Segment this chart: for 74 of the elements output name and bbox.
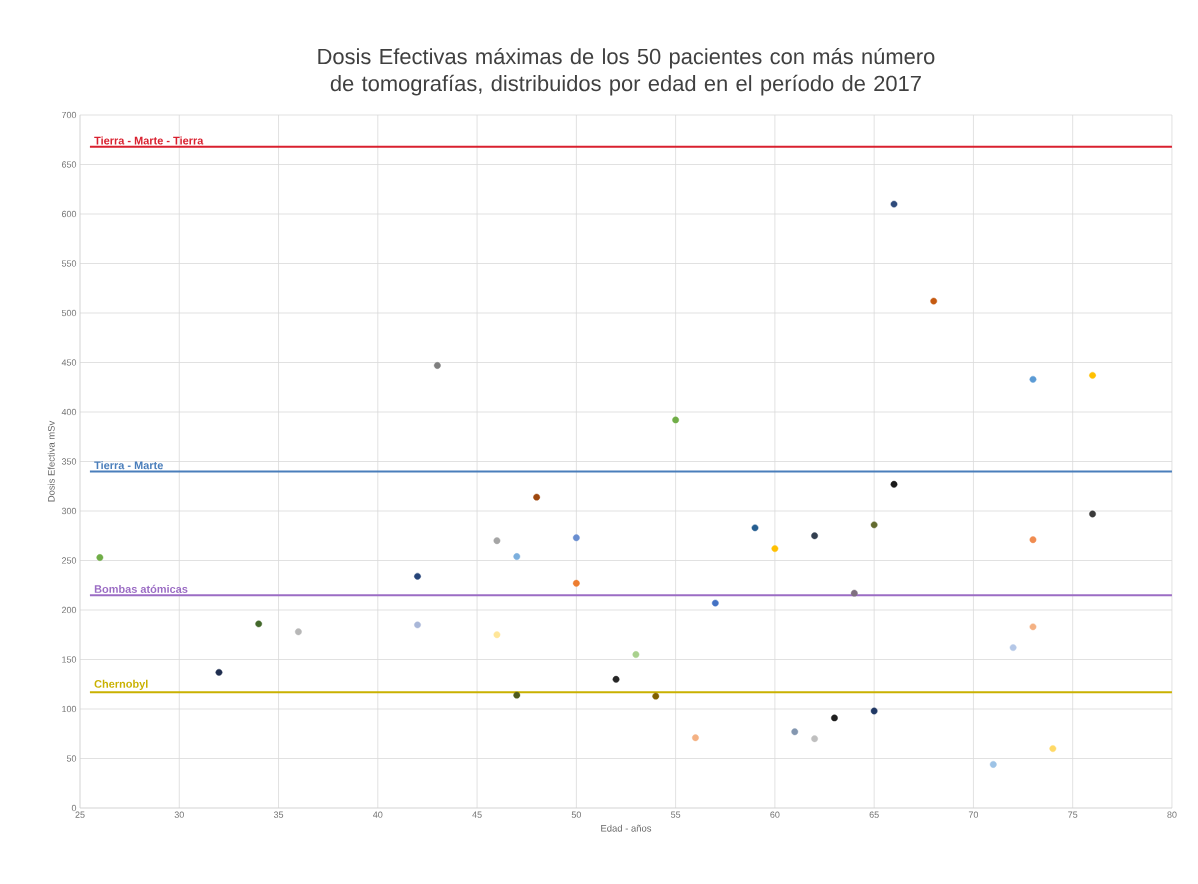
x-tick-label: 40 bbox=[373, 811, 383, 818]
point bbox=[433, 362, 441, 369]
y-tick-label: 50 bbox=[66, 755, 77, 762]
point bbox=[572, 534, 580, 542]
point bbox=[711, 599, 719, 607]
x-tick-label: 75 bbox=[1068, 811, 1078, 818]
y-tick-label: 450 bbox=[61, 359, 77, 366]
x-tick-label: 55 bbox=[670, 811, 681, 818]
point bbox=[672, 416, 679, 424]
x-axis-title: Edad - años bbox=[601, 824, 652, 832]
y-tick-label: 300 bbox=[61, 507, 77, 515]
x-tick-label: 45 bbox=[472, 811, 482, 818]
point bbox=[811, 735, 818, 743]
point bbox=[870, 707, 878, 715]
x-tick-label: 35 bbox=[273, 811, 284, 818]
x-tick-label: 80 bbox=[1167, 811, 1177, 818]
point bbox=[414, 621, 421, 629]
point bbox=[295, 628, 302, 636]
point bbox=[533, 493, 541, 501]
x-tick-label: 65 bbox=[869, 811, 879, 818]
point bbox=[890, 200, 898, 208]
point bbox=[612, 675, 620, 683]
point bbox=[414, 572, 421, 580]
ref-line-label: Bombas atómicas bbox=[94, 584, 188, 593]
point bbox=[989, 761, 997, 768]
point bbox=[1029, 536, 1037, 544]
ref-line-label: Chernobyl bbox=[94, 679, 148, 690]
y-axis-title: Dosis Efectiva mSv bbox=[47, 420, 55, 502]
point bbox=[652, 692, 660, 700]
point bbox=[831, 714, 838, 722]
point bbox=[513, 691, 521, 699]
point bbox=[751, 524, 759, 532]
point bbox=[493, 537, 501, 545]
point bbox=[1009, 644, 1017, 652]
y-tick-label: 500 bbox=[61, 309, 77, 317]
y-tick-label: 350 bbox=[61, 458, 77, 465]
point bbox=[1029, 623, 1037, 631]
y-tick-label: 600 bbox=[61, 210, 77, 218]
point bbox=[255, 620, 263, 628]
point bbox=[1049, 745, 1057, 752]
y-tick-label: 400 bbox=[61, 408, 77, 416]
x-tick-label: 25 bbox=[75, 811, 85, 818]
point bbox=[572, 579, 580, 587]
y-tick-label: 0 bbox=[71, 804, 77, 812]
y-tick-label: 150 bbox=[62, 656, 77, 663]
point bbox=[215, 668, 223, 676]
point bbox=[1089, 510, 1096, 518]
point bbox=[632, 651, 640, 658]
y-tick-label: 650 bbox=[61, 161, 77, 168]
y-tick-label: 250 bbox=[61, 557, 77, 564]
point bbox=[930, 297, 938, 305]
point bbox=[692, 734, 699, 742]
point bbox=[771, 545, 779, 553]
point bbox=[513, 553, 521, 560]
x-tick-label: 50 bbox=[571, 811, 581, 818]
x-tick-label: 30 bbox=[174, 811, 184, 818]
x-tick-label: 70 bbox=[968, 811, 979, 818]
y-tick-label: 200 bbox=[61, 606, 77, 614]
chart-title: Dosis Efectivas máximas de los 50 pacientes con más número de tomografías, distribuidos por edad en el período de 2017 bbox=[318, 47, 935, 96]
y-tick-label: 700 bbox=[61, 111, 77, 119]
y-tick-label: 100 bbox=[62, 705, 77, 713]
point bbox=[1029, 375, 1037, 383]
point bbox=[850, 589, 858, 597]
x-tick-label: 60 bbox=[770, 811, 780, 818]
point bbox=[890, 480, 898, 488]
ref-line-label: Tierra - Marte bbox=[94, 461, 163, 470]
point bbox=[493, 631, 501, 639]
point bbox=[1089, 371, 1096, 379]
point bbox=[870, 521, 878, 529]
ref-line-label: Tierra - Marte - Tierra bbox=[94, 136, 204, 145]
point bbox=[96, 554, 104, 561]
point bbox=[791, 728, 799, 736]
point bbox=[811, 532, 818, 540]
y-tick-label: 550 bbox=[61, 260, 77, 267]
